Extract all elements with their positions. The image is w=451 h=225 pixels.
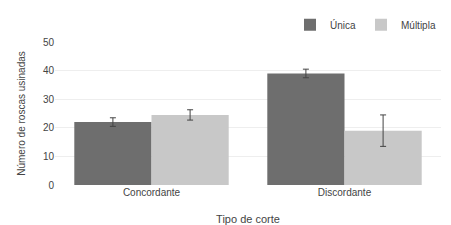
- svg-text:Única: Única: [330, 19, 356, 31]
- svg-text:Discordante: Discordante: [318, 187, 372, 198]
- svg-text:20: 20: [43, 122, 55, 133]
- svg-text:50: 50: [43, 37, 55, 48]
- svg-text:Número de roscas usinadas: Número de roscas usinadas: [16, 51, 27, 176]
- svg-text:Múltipla: Múltipla: [401, 20, 436, 31]
- svg-text:40: 40: [43, 65, 55, 76]
- svg-text:10: 10: [43, 151, 55, 162]
- svg-text:30: 30: [43, 94, 55, 105]
- svg-text:0: 0: [48, 180, 54, 191]
- svg-text:Concordante: Concordante: [123, 187, 181, 198]
- svg-text:Tipo de corte: Tipo de corte: [216, 213, 280, 225]
